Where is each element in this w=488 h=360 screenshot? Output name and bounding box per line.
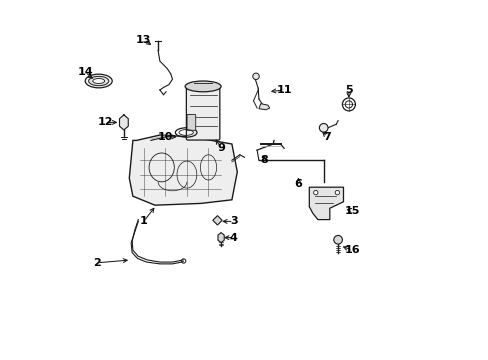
- Circle shape: [333, 235, 342, 244]
- Text: 9: 9: [217, 143, 224, 153]
- Circle shape: [313, 190, 317, 195]
- Text: 1: 1: [140, 216, 147, 226]
- Text: 5: 5: [345, 85, 352, 95]
- Text: 6: 6: [294, 179, 302, 189]
- Text: 14: 14: [78, 67, 93, 77]
- Text: 2: 2: [93, 258, 101, 268]
- Text: 11: 11: [276, 85, 291, 95]
- Text: 13: 13: [136, 35, 151, 45]
- Polygon shape: [218, 233, 224, 243]
- FancyBboxPatch shape: [187, 114, 195, 130]
- Text: 3: 3: [229, 216, 237, 226]
- Text: 4: 4: [229, 233, 237, 243]
- Polygon shape: [309, 187, 343, 220]
- FancyBboxPatch shape: [186, 85, 220, 140]
- Polygon shape: [119, 115, 128, 130]
- Text: 8: 8: [260, 155, 267, 165]
- Circle shape: [252, 73, 259, 80]
- Polygon shape: [129, 135, 237, 205]
- Ellipse shape: [88, 76, 108, 86]
- Text: 15: 15: [344, 206, 360, 216]
- Ellipse shape: [93, 78, 104, 84]
- Text: 7: 7: [323, 132, 330, 142]
- Text: 10: 10: [157, 132, 173, 142]
- Ellipse shape: [185, 81, 221, 92]
- Text: 16: 16: [344, 245, 360, 255]
- Polygon shape: [258, 104, 269, 110]
- Circle shape: [335, 190, 339, 195]
- Text: 12: 12: [98, 117, 113, 127]
- Polygon shape: [212, 216, 222, 225]
- Circle shape: [319, 123, 327, 132]
- Ellipse shape: [85, 74, 112, 88]
